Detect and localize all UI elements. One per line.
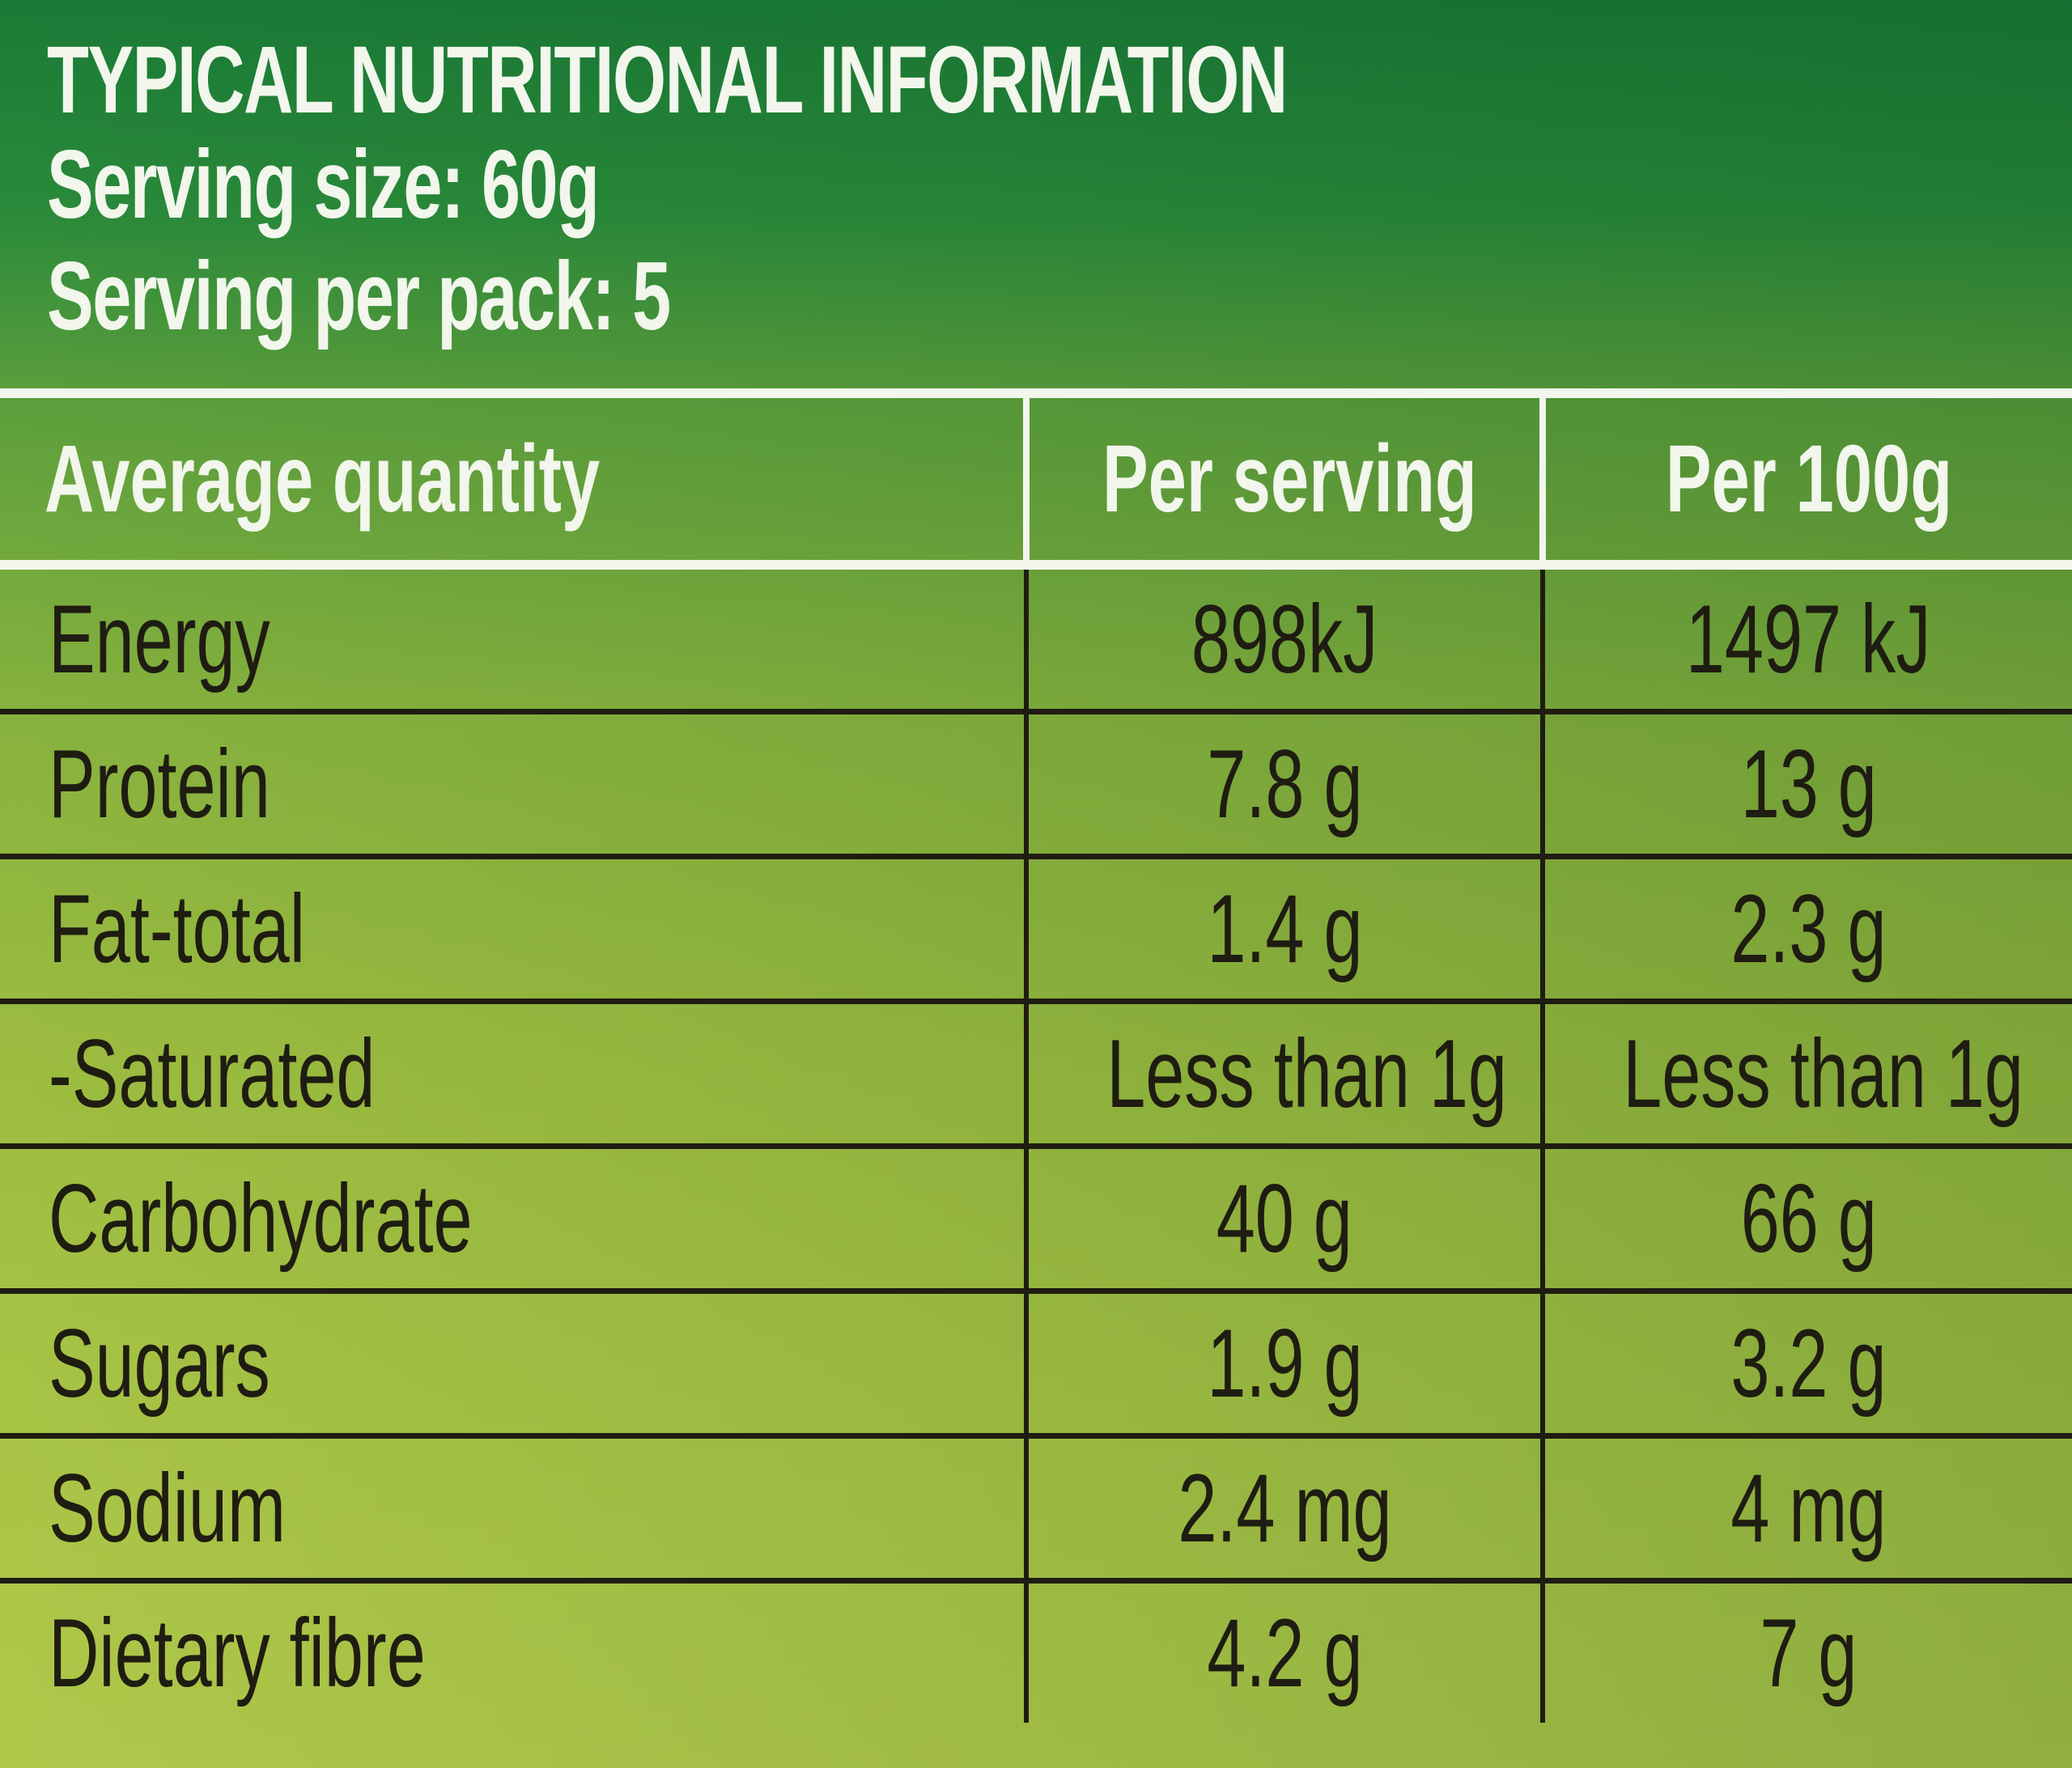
per-100g-value: 1497 kJ [1686, 585, 1931, 693]
table-body: Energy 898kJ 1497 kJ Protein 7.8 g 13 g Fat-to… [0, 565, 2072, 1723]
nutrition-table-wrapper: Average quantity Per serving Per 100g En… [0, 388, 2072, 1768]
per-100g-value: 13 g [1740, 730, 1877, 838]
nutrition-table: Average quantity Per serving Per 100g En… [0, 388, 2072, 1723]
per-serving-value: 4.2 g [1206, 1599, 1363, 1707]
column-header-label: Per serving [1102, 426, 1477, 532]
nutrient-name-cell: Energy [0, 565, 1026, 714]
per-serving-value-cell: 7.8 g [1024, 711, 1543, 859]
nutrient-name: Energy [49, 585, 270, 693]
per-100g-value: Less than 1g [1623, 1020, 2023, 1128]
per-serving-value: 2.4 mg [1177, 1454, 1392, 1562]
per-100g-value-cell: 7 g [1540, 1580, 2072, 1723]
per-serving-value-cell: 1.9 g [1024, 1291, 1543, 1439]
nutrient-name-cell: Fat-total [0, 856, 1026, 1004]
per-serving-value-cell: 2.4 mg [1024, 1435, 1543, 1584]
per-serving-value-cell: Less than 1g [1024, 1001, 1543, 1149]
per-100g-value-cell: 1497 kJ [1540, 565, 2072, 714]
serving-size: Serving size: 60g [47, 130, 600, 239]
per-100g-value-cell: 2.3 g [1540, 856, 2072, 1004]
servings-per-pack: Serving per pack: 5 [47, 242, 671, 350]
per-serving-value: 1.4 g [1206, 875, 1363, 983]
per-100g-value-cell: 13 g [1540, 711, 2072, 859]
nutrient-name-cell: Dietary fibre [0, 1581, 1026, 1723]
per-100g-value-cell: 3.2 g [1540, 1291, 2072, 1439]
nutrient-name: Protein [49, 730, 270, 838]
table-row: Energy 898kJ 1497 kJ [0, 565, 2072, 714]
table-row: Dietary fibre 4.2 g 7 g [0, 1580, 2072, 1723]
per-100g-value: 4 mg [1730, 1454, 1887, 1562]
nutrient-name: Sodium [49, 1454, 286, 1562]
per-serving-value: 1.9 g [1206, 1309, 1363, 1418]
nutrient-name: -Saturated [49, 1020, 376, 1128]
per-100g-value-cell: 4 mg [1540, 1435, 2072, 1584]
per-100g-value: 66 g [1740, 1164, 1877, 1273]
table-row: Sugars 1.9 g 3.2 g [0, 1291, 2072, 1439]
column-header-per-100g: Per 100g [1539, 388, 2072, 570]
nutrient-name-cell: Protein [0, 711, 1026, 859]
nutrient-name-cell: Sodium [0, 1435, 1026, 1584]
per-100g-value-cell: Less than 1g [1540, 1001, 2072, 1149]
table-row: Fat-total 1.4 g 2.3 g [0, 856, 2072, 1004]
table-header: Average quantity Per serving Per 100g [0, 388, 2072, 570]
table-header-row: Average quantity Per serving Per 100g [0, 388, 2072, 570]
table-row: -Saturated Less than 1g Less than 1g [0, 1001, 2072, 1149]
column-header-per-serving: Per serving [1023, 388, 1543, 570]
per-100g-value: 2.3 g [1730, 875, 1887, 983]
per-100g-value-cell: 66 g [1540, 1146, 2072, 1294]
nutrient-name-cell: Carbohydrate [0, 1146, 1026, 1294]
nutrient-name-cell: Sugars [0, 1291, 1026, 1439]
per-serving-value-cell: 898kJ [1024, 565, 1543, 714]
label-header: TYPICAL NUTRITIONAL INFORMATION Serving … [47, 32, 1768, 359]
per-serving-value-cell: 4.2 g [1024, 1580, 1543, 1723]
per-serving-value: Less than 1g [1106, 1020, 1507, 1128]
table-row: Carbohydrate 40 g 66 g [0, 1146, 2072, 1294]
label-title: TYPICAL NUTRITIONAL INFORMATION [47, 27, 1288, 134]
per-serving-value: 40 g [1216, 1164, 1353, 1273]
per-100g-value: 7 g [1760, 1599, 1858, 1707]
nutrient-name: Carbohydrate [49, 1164, 473, 1273]
per-serving-value-cell: 1.4 g [1024, 856, 1543, 1004]
per-serving-value-cell: 40 g [1024, 1146, 1543, 1294]
table-row: Protein 7.8 g 13 g [0, 711, 2072, 859]
per-100g-value: 3.2 g [1730, 1309, 1887, 1418]
column-header-label: Average quantity [45, 426, 601, 532]
nutrient-name: Dietary fibre [49, 1599, 426, 1707]
table-row: Sodium 2.4 mg 4 mg [0, 1435, 2072, 1584]
per-serving-value: 898kJ [1191, 585, 1378, 693]
nutrient-name: Fat-total [49, 875, 305, 983]
nutrient-name-cell: -Saturated [0, 1001, 1026, 1149]
column-header-label: Per 100g [1665, 426, 1953, 532]
nutrient-name: Sugars [49, 1309, 270, 1418]
column-header-average-quantity: Average quantity [0, 388, 1026, 570]
per-serving-value: 7.8 g [1206, 730, 1363, 838]
